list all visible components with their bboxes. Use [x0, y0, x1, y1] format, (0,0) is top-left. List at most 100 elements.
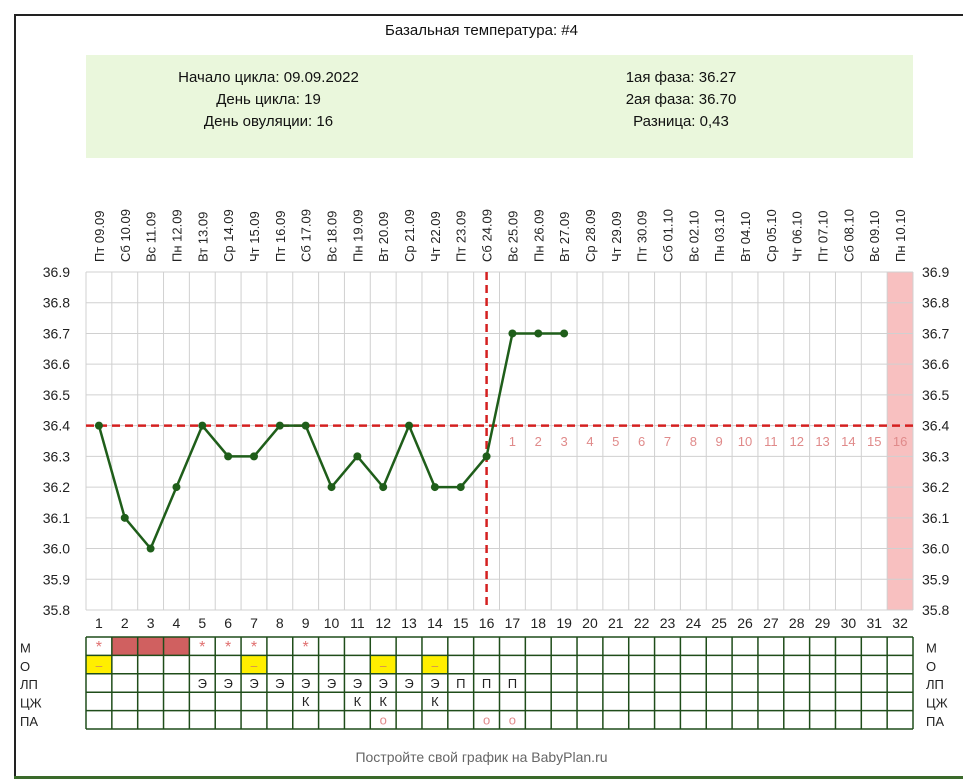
pa-mark: о: [380, 713, 387, 728]
date-label: Ср 28.09: [583, 209, 598, 262]
luteal-day-label: 12: [789, 434, 803, 449]
date-label: Пн 26.09: [531, 209, 546, 262]
czh-mark: К: [354, 694, 362, 709]
temperature-point: [430, 483, 439, 492]
lp-mark: Э: [301, 676, 310, 691]
luteal-day-label: 15: [867, 434, 881, 449]
date-label: Пт 09.09: [92, 211, 107, 262]
y-tick-left: 36.2: [43, 479, 70, 495]
day-number: 23: [660, 615, 676, 631]
row-label-left: О: [20, 659, 30, 674]
lp-mark: Э: [404, 676, 413, 691]
luteal-day-label: 14: [841, 434, 855, 449]
day-number: 13: [401, 615, 417, 631]
date-label: Вт 13.09: [195, 212, 210, 262]
day-number: 3: [147, 615, 155, 631]
date-label: Вс 02.10: [686, 211, 701, 262]
temperature-point: [379, 483, 388, 492]
date-label: Пт 07.10: [816, 211, 831, 262]
row-label-right: О: [926, 659, 936, 674]
cycle-info: Начало цикла: 09.09.2022 День цикла: 19 …: [126, 67, 411, 133]
temperature-point: [482, 452, 491, 461]
lp-mark: Э: [198, 676, 207, 691]
row-label-left: ЛП: [20, 677, 38, 692]
menstruation-star: *: [303, 639, 309, 656]
discharge-cell: [241, 655, 267, 674]
pa-mark: о: [509, 713, 516, 728]
luteal-day-label: 11: [764, 434, 778, 449]
lp-mark: П: [456, 676, 465, 691]
discharge-cell: [421, 655, 448, 674]
day-number: 20: [582, 615, 598, 631]
date-label: Вс 11.09: [144, 212, 159, 262]
luteal-day-label: 9: [716, 434, 723, 449]
y-tick-left: 36.8: [43, 295, 70, 311]
phase-1: 1ая фаза: 36.27: [625, 69, 737, 86]
discharge-cell: [86, 655, 112, 674]
day-number: 19: [556, 615, 572, 631]
lp-mark: Э: [249, 676, 258, 691]
day-number: 15: [453, 615, 469, 631]
day-number: 18: [530, 615, 546, 631]
date-label: Ср 05.10: [764, 209, 779, 262]
date-label: Пт 30.09: [635, 211, 650, 262]
lp-mark: П: [508, 676, 517, 691]
date-label: Сб 10.09: [118, 209, 133, 262]
luteal-day-label: 10: [738, 434, 752, 449]
row-label-left: ПА: [20, 714, 38, 729]
day-number: 5: [198, 615, 206, 631]
temperature-point: [508, 329, 517, 338]
temperature-point: [353, 452, 362, 461]
temperature-point: [456, 483, 465, 492]
period-bar: [111, 637, 190, 656]
y-tick-left: 36.9: [43, 264, 70, 280]
czh-mark: К: [431, 694, 439, 709]
temperature-point: [224, 452, 233, 461]
y-tick-right: 36.5: [922, 387, 949, 403]
day-number: 8: [276, 615, 284, 631]
day-number: 25: [711, 615, 727, 631]
lp-mark: Э: [353, 676, 362, 691]
row-label-right: ЛП: [926, 677, 944, 692]
day-number: 32: [892, 615, 908, 631]
day-number: 21: [608, 615, 624, 631]
date-label: Вс 18.09: [325, 211, 340, 262]
y-tick-right: 36.1: [922, 510, 949, 526]
day-number: 11: [350, 615, 365, 631]
temperature-point: [534, 329, 543, 338]
y-tick-right: 35.8: [922, 602, 949, 618]
day-number: 31: [866, 615, 882, 631]
date-label: Ср 21.09: [402, 209, 417, 262]
y-tick-right: 36.7: [922, 325, 949, 341]
y-tick-right: 36.6: [922, 356, 949, 372]
day-number: 9: [302, 615, 310, 631]
date-label: Пт 23.09: [454, 211, 469, 262]
pa-mark: о: [483, 713, 490, 728]
temperature-line: [97, 332, 565, 551]
y-tick-left: 36.4: [43, 418, 70, 434]
date-label: Чт 29.09: [609, 211, 624, 262]
temperature-point: [94, 421, 103, 430]
date-label: Ср 14.09: [221, 209, 236, 262]
day-number: 16: [479, 615, 495, 631]
day-number: 4: [173, 615, 181, 631]
y-tick-right: 36.3: [922, 448, 949, 464]
luteal-day-label: 13: [815, 434, 829, 449]
czh-mark: К: [302, 694, 310, 709]
date-label: Вт 20.09: [376, 212, 391, 262]
temperature-point: [301, 421, 310, 430]
date-label: Вс 25.09: [505, 211, 520, 262]
date-label: Пн 12.09: [169, 209, 184, 262]
y-tick-right: 35.9: [922, 571, 949, 587]
day-number: 12: [375, 615, 391, 631]
row-label-right: ПА: [926, 714, 944, 729]
y-tick-right: 36.8: [922, 295, 949, 311]
y-tick-left: 36.1: [43, 510, 70, 526]
y-tick-right: 36.9: [922, 264, 949, 280]
date-label: Чт 15.09: [247, 211, 262, 262]
date-label: Чт 22.09: [428, 211, 443, 262]
footer-link[interactable]: Постройте свой график на BabyPlan.ru: [355, 749, 608, 765]
day-number: 6: [224, 615, 232, 631]
phase-info: 1ая фаза: 36.27 2ая фаза: 36.70 Разница:…: [566, 67, 796, 133]
row-label-right: ЦЖ: [926, 696, 948, 711]
